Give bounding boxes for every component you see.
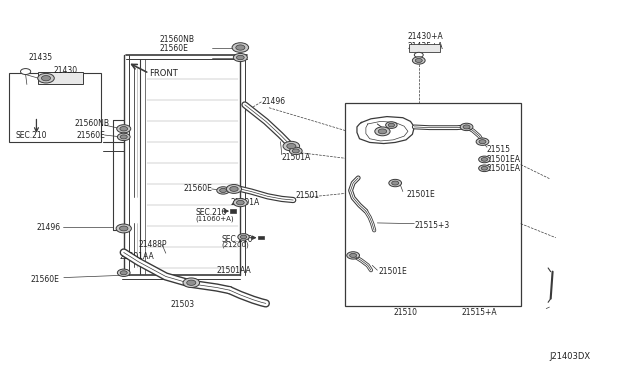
Circle shape — [183, 278, 200, 288]
Circle shape — [292, 149, 300, 153]
Circle shape — [460, 123, 473, 131]
Circle shape — [236, 45, 245, 50]
Circle shape — [234, 54, 247, 62]
Circle shape — [479, 140, 486, 144]
Circle shape — [412, 57, 425, 64]
Circle shape — [392, 181, 399, 185]
Circle shape — [120, 226, 128, 231]
Circle shape — [117, 133, 130, 141]
Circle shape — [479, 156, 490, 163]
Text: 21435+A: 21435+A — [408, 42, 444, 51]
Circle shape — [389, 179, 401, 187]
Text: 21560E: 21560E — [30, 275, 59, 283]
Text: SEC.210: SEC.210 — [15, 131, 47, 140]
Circle shape — [479, 165, 490, 171]
Text: 21515: 21515 — [487, 145, 511, 154]
Text: SEC.210: SEC.210 — [221, 235, 253, 244]
Circle shape — [232, 43, 248, 52]
Circle shape — [414, 52, 423, 58]
Text: 21515+3: 21515+3 — [414, 221, 449, 230]
Text: 21435: 21435 — [29, 53, 53, 62]
Text: 21515+A: 21515+A — [461, 308, 497, 317]
Text: (11060+A): (11060+A) — [196, 215, 234, 222]
Text: 21560NB: 21560NB — [159, 35, 195, 44]
Circle shape — [238, 234, 249, 240]
Circle shape — [217, 187, 230, 194]
Circle shape — [38, 73, 54, 83]
Text: (21200): (21200) — [221, 242, 249, 248]
Circle shape — [386, 122, 397, 128]
Circle shape — [234, 199, 247, 207]
Circle shape — [287, 144, 296, 149]
Text: SEC.210: SEC.210 — [196, 208, 227, 217]
Circle shape — [220, 188, 227, 192]
Circle shape — [481, 158, 488, 161]
Circle shape — [237, 55, 244, 60]
Text: 21501A: 21501A — [282, 153, 311, 162]
Circle shape — [347, 252, 360, 259]
Circle shape — [378, 129, 387, 134]
Circle shape — [117, 269, 130, 276]
Circle shape — [415, 58, 422, 62]
Text: 21501EA: 21501EA — [487, 155, 521, 164]
Text: 21430: 21430 — [54, 66, 78, 75]
Text: 21560E: 21560E — [77, 131, 106, 140]
Circle shape — [237, 201, 244, 205]
Text: 21501AA: 21501AA — [119, 252, 154, 262]
Text: 21488P: 21488P — [138, 240, 167, 249]
Circle shape — [187, 280, 196, 285]
Text: 21560NB: 21560NB — [75, 119, 109, 128]
Text: FRONT: FRONT — [149, 69, 178, 78]
Text: J21403DX: J21403DX — [550, 352, 591, 361]
Circle shape — [120, 271, 127, 275]
Text: 21560E: 21560E — [159, 44, 188, 53]
Circle shape — [230, 186, 238, 191]
Text: 21501AA: 21501AA — [217, 266, 252, 275]
Text: 21560E: 21560E — [184, 185, 212, 193]
Circle shape — [120, 135, 127, 139]
Bar — [409, 44, 440, 52]
Text: 21501EA: 21501EA — [487, 164, 521, 173]
Circle shape — [42, 76, 51, 81]
Circle shape — [120, 126, 127, 131]
Circle shape — [116, 125, 131, 133]
Bar — [9, 73, 101, 142]
Circle shape — [476, 138, 489, 145]
Circle shape — [241, 235, 246, 239]
Circle shape — [227, 185, 242, 193]
Circle shape — [481, 166, 488, 170]
Text: 21496: 21496 — [36, 223, 61, 232]
Bar — [346, 103, 521, 306]
Text: 21430+A: 21430+A — [408, 32, 444, 41]
Circle shape — [116, 224, 131, 233]
Circle shape — [463, 125, 470, 129]
Text: 21503: 21503 — [170, 300, 195, 310]
Circle shape — [289, 147, 302, 155]
Text: 21496: 21496 — [261, 97, 285, 106]
Bar — [257, 236, 264, 239]
Text: 21501A: 21501A — [231, 198, 260, 207]
Circle shape — [283, 141, 300, 151]
Text: 21501: 21501 — [296, 191, 320, 200]
Circle shape — [20, 68, 31, 74]
Bar — [38, 71, 83, 84]
Text: 21501E: 21501E — [406, 190, 435, 199]
Bar — [230, 209, 236, 213]
Text: 21501E: 21501E — [379, 267, 408, 276]
Circle shape — [388, 123, 394, 127]
Circle shape — [349, 253, 356, 257]
Text: 21510: 21510 — [394, 308, 417, 317]
Circle shape — [375, 127, 390, 136]
